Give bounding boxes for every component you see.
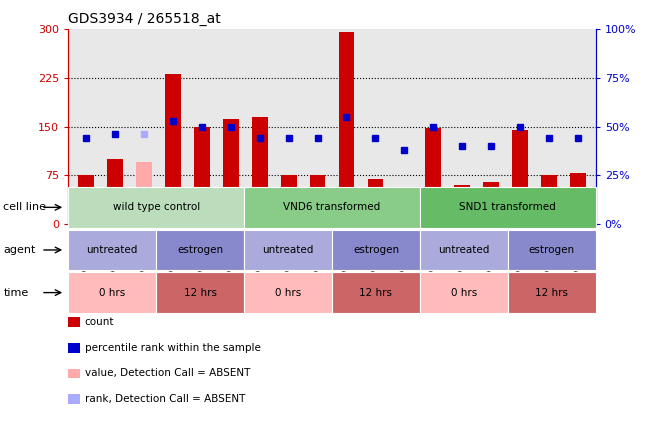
Text: 12 hrs: 12 hrs: [359, 288, 393, 297]
Bar: [426, 128, 441, 224]
Text: rank, Detection Call = ABSENT: rank, Detection Call = ABSENT: [85, 394, 245, 404]
Bar: [223, 119, 238, 224]
Text: value, Detection Call = ABSENT: value, Detection Call = ABSENT: [85, 369, 250, 378]
Bar: [193, 127, 210, 224]
Bar: [310, 175, 326, 224]
Bar: [251, 117, 268, 224]
Bar: [165, 75, 180, 224]
Text: VND6 transformed: VND6 transformed: [283, 202, 381, 212]
Bar: [281, 175, 296, 224]
Text: time: time: [3, 288, 29, 297]
Bar: [396, 195, 413, 224]
Text: estrogen: estrogen: [353, 245, 399, 255]
Bar: [135, 163, 152, 224]
Bar: [368, 178, 383, 224]
Text: 0 hrs: 0 hrs: [275, 288, 301, 297]
Bar: [542, 175, 557, 224]
Text: count: count: [85, 317, 114, 327]
Text: 0 hrs: 0 hrs: [99, 288, 126, 297]
Text: agent: agent: [3, 245, 36, 255]
Bar: [339, 32, 354, 224]
Text: SND1 transformed: SND1 transformed: [460, 202, 556, 212]
Text: 0 hrs: 0 hrs: [450, 288, 477, 297]
Text: estrogen: estrogen: [529, 245, 575, 255]
Bar: [512, 130, 529, 224]
Text: 12 hrs: 12 hrs: [184, 288, 217, 297]
Bar: [107, 159, 122, 224]
Text: percentile rank within the sample: percentile rank within the sample: [85, 343, 260, 353]
Text: untreated: untreated: [87, 245, 138, 255]
Text: GDS3934 / 265518_at: GDS3934 / 265518_at: [68, 12, 221, 27]
Bar: [454, 185, 471, 224]
Bar: [77, 175, 94, 224]
Bar: [570, 174, 587, 224]
Text: cell line: cell line: [3, 202, 46, 212]
Text: untreated: untreated: [438, 245, 490, 255]
Text: untreated: untreated: [262, 245, 314, 255]
Bar: [484, 182, 499, 224]
Text: estrogen: estrogen: [177, 245, 223, 255]
Text: 12 hrs: 12 hrs: [535, 288, 568, 297]
Text: wild type control: wild type control: [113, 202, 200, 212]
